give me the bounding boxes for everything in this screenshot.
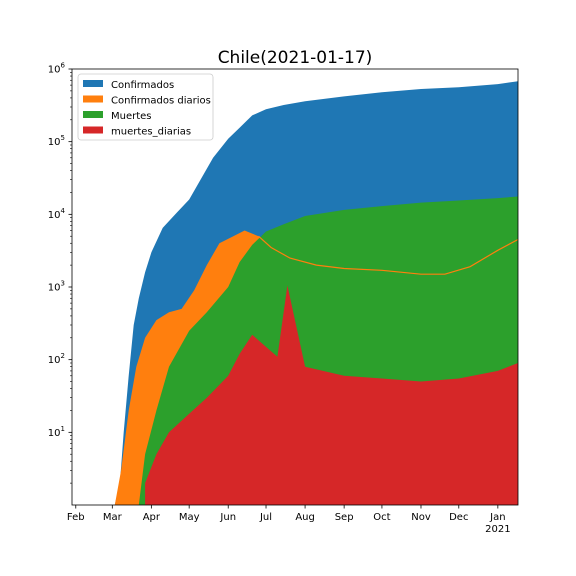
- legend-label: Confirmados diarios: [111, 96, 211, 107]
- series-line-confirmados-diarios: [258, 235, 519, 275]
- x-tick-label: Nov: [411, 512, 431, 523]
- y-tick-label: 105: [48, 134, 65, 148]
- x-tick-label: Apr: [143, 512, 161, 523]
- legend-swatch: [83, 126, 103, 134]
- y-tick-label: 106: [48, 62, 66, 76]
- y-tick-label: 103: [48, 280, 65, 294]
- legend-label: Confirmados: [111, 80, 174, 91]
- x-tick-label: Jul: [259, 512, 272, 523]
- y-axis: 101 102 103 104 105 106: [48, 62, 72, 484]
- y-tick-label: 102: [48, 352, 65, 366]
- x-tick-label: Sep: [335, 512, 354, 523]
- x-tick-label: Aug: [295, 512, 315, 523]
- x-tick-label: Feb: [67, 512, 85, 523]
- chart-title: Chile(2021-01-17): [218, 48, 373, 68]
- series-area-muertes-diarias: [145, 285, 518, 505]
- x-tick-label: Dec: [449, 512, 468, 523]
- legend-label: Muertes: [111, 111, 152, 122]
- y-tick-label: 104: [48, 207, 66, 221]
- x-tick-label: Oct: [373, 512, 390, 523]
- legend-swatch: [83, 80, 103, 87]
- legend-box: [77, 73, 214, 141]
- x-tick-sublabel: 2021: [485, 524, 510, 535]
- x-tick-label: May: [179, 512, 200, 523]
- x-tick-label: Jun: [219, 512, 236, 523]
- legend-swatch: [83, 111, 103, 118]
- x-tick-label: Jan: [489, 512, 505, 523]
- series-layer: [114, 81, 519, 505]
- legend: Confirmados Confirmados diarios Muertes mue…: [77, 73, 214, 141]
- y-tick-label: 101: [48, 425, 65, 439]
- legend-label: muertes_diarias: [111, 127, 191, 138]
- x-tick-label: Mar: [103, 512, 123, 523]
- legend-swatch: [83, 95, 103, 103]
